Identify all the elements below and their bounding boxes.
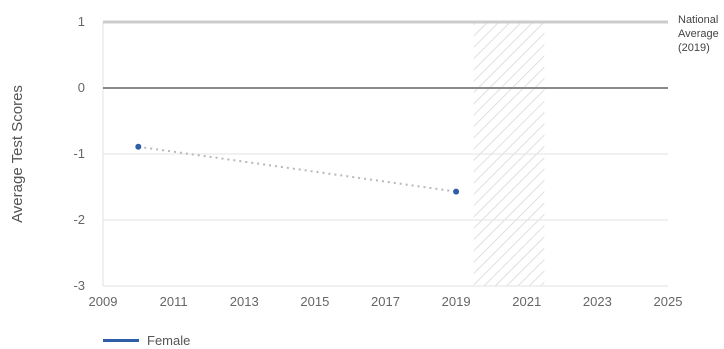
x-tick-label: 2025 xyxy=(654,294,683,309)
chart-legend: Female xyxy=(103,333,190,348)
x-tick-label: 2013 xyxy=(230,294,259,309)
y-tick-label: 0 xyxy=(78,80,85,95)
x-tick-label: 2019 xyxy=(442,294,471,309)
reference-line-label: Average xyxy=(678,28,719,40)
reference-line-label: (2019) xyxy=(678,42,710,54)
legend-swatch-female xyxy=(103,339,139,342)
x-tick-label: 2021 xyxy=(512,294,541,309)
x-tick-label: 2023 xyxy=(583,294,612,309)
series-line-female xyxy=(138,145,457,193)
y-tick-label: -3 xyxy=(73,278,85,293)
data-point-female xyxy=(135,143,142,150)
x-tick-label: 2017 xyxy=(371,294,400,309)
legend-label-female: Female xyxy=(147,333,191,348)
y-tick-label: 1 xyxy=(78,14,85,29)
y-tick-label: -2 xyxy=(73,212,85,227)
y-axis-label: Average Test Scores xyxy=(9,85,26,223)
x-tick-label: 2011 xyxy=(160,294,188,309)
data-point-female xyxy=(453,188,460,195)
x-tick-label: 2015 xyxy=(300,294,329,309)
x-tick-label: 2009 xyxy=(89,294,118,309)
reference-line-label: National xyxy=(678,14,718,26)
y-tick-label: -1 xyxy=(73,146,85,161)
